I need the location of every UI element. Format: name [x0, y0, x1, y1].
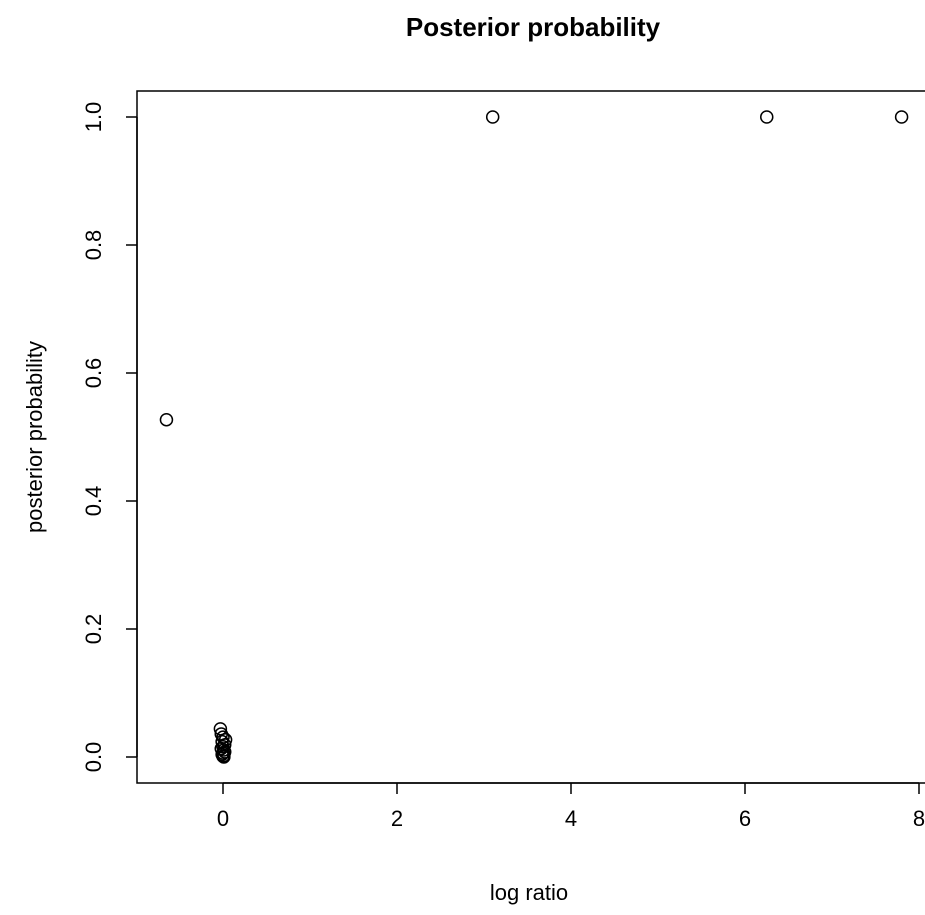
y-tick-label: 0.6: [81, 358, 106, 389]
plot-frame: [136, 90, 925, 784]
data-point: [485, 110, 500, 124]
y-tick-label: 0.8: [81, 230, 106, 261]
y-axis: 0.0 0.2 0.4 0.6 0.8 1.0: [81, 102, 138, 773]
x-tick-label: 0: [217, 806, 229, 831]
data-point: [760, 110, 774, 124]
chart-title: Posterior probability: [406, 12, 661, 42]
y-tick-label: 1.0: [81, 102, 106, 133]
y-axis-label: posterior probability: [22, 341, 47, 533]
data-point: [213, 722, 228, 736]
x-tick-label: 8: [913, 806, 925, 831]
x-axis: 0 2 4 6 8: [217, 782, 925, 831]
x-axis-label: log ratio: [490, 880, 568, 905]
data-point: [894, 110, 909, 124]
data-points: [159, 110, 909, 764]
x-tick-label: 2: [391, 806, 403, 831]
y-tick-label: 0.2: [81, 614, 106, 645]
data-point: [159, 412, 174, 427]
y-tick-label: 0.0: [81, 742, 106, 773]
x-tick-label: 4: [565, 806, 577, 831]
x-tick-label: 6: [739, 806, 751, 831]
y-tick-label: 0.4: [81, 486, 106, 517]
data-point: [217, 750, 231, 764]
